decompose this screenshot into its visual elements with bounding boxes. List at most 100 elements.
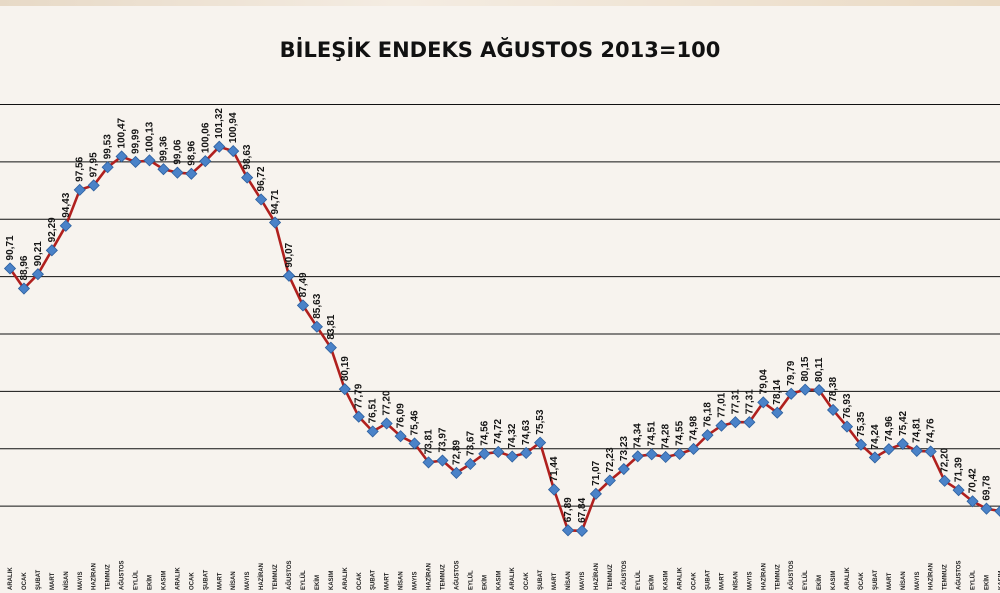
- data-label: 99,99: [131, 129, 142, 154]
- x-tick-label: KASIM: [998, 571, 1000, 590]
- data-label: 90,21: [33, 241, 44, 266]
- grid-lines: [0, 103, 1000, 507]
- data-point: [743, 416, 756, 429]
- x-tick-label: TEMMUZ: [440, 564, 446, 590]
- data-point: [366, 425, 379, 438]
- data-label: 88,96: [19, 255, 30, 280]
- data-point: [520, 446, 533, 460]
- data-point: [45, 244, 58, 257]
- data-label: 85,63: [312, 293, 323, 318]
- x-tick-label: HAZİRAN: [258, 563, 265, 590]
- data-label: 74,28: [661, 424, 672, 449]
- data-point: [59, 219, 72, 232]
- data-label: 75,53: [535, 409, 546, 434]
- data-point: [380, 417, 393, 430]
- x-tick-label: OCAK: [859, 572, 865, 590]
- data-label: 75,46: [410, 410, 421, 435]
- data-point: [771, 406, 784, 419]
- data-point: [589, 487, 602, 500]
- x-tick-label: MART: [552, 572, 558, 590]
- data-point: [101, 161, 114, 174]
- data-label: 71,39: [954, 457, 965, 482]
- data-point: [464, 457, 477, 471]
- data-point: [310, 320, 323, 333]
- data-point: [171, 166, 184, 179]
- data-point: [87, 179, 100, 192]
- x-tick-label: MAYIS: [580, 572, 586, 590]
- x-tick-label: NİSAN: [230, 571, 237, 590]
- data-label: 74,51: [647, 421, 658, 446]
- x-tick-label: EYLÜL: [635, 570, 642, 590]
- x-tick-label: MART: [719, 572, 725, 590]
- data-label: 67,84: [577, 497, 588, 522]
- x-tick-label: KASIM: [329, 571, 335, 590]
- data-label: 72,89: [451, 439, 462, 464]
- data-label: 71,07: [591, 460, 602, 485]
- data-point: [282, 269, 296, 282]
- data-label: 76,18: [703, 402, 714, 427]
- x-tick-label: MART: [385, 572, 391, 590]
- x-tick-label: TEMMUZ: [943, 564, 949, 590]
- x-tick-label: KASIM: [664, 571, 670, 590]
- x-tick-label: ARALIK: [678, 567, 684, 590]
- x-tick-label: NİSAN: [732, 571, 739, 590]
- data-label: 77,01: [716, 392, 727, 417]
- x-tick-label: ARALIK: [510, 567, 516, 590]
- data-point: [673, 447, 686, 460]
- x-tick-label: NİSAN: [900, 571, 907, 590]
- data-point: [631, 450, 644, 463]
- data-point: [617, 462, 630, 476]
- data-point: [603, 474, 616, 487]
- data-label: 75,42: [898, 410, 909, 435]
- data-point: [255, 193, 268, 206]
- data-point: [757, 396, 770, 409]
- x-tick-label: AĞUSTOS: [452, 560, 460, 590]
- series-line: [8, 145, 1000, 533]
- x-tick-label: MART: [887, 572, 893, 590]
- data-point: [882, 443, 895, 456]
- x-tick-label: HAZİRAN: [593, 563, 600, 590]
- data-label: 94,43: [61, 192, 72, 217]
- x-tick-label: ŞUBAT: [873, 569, 879, 590]
- x-tick-label: AĞUSTOS: [285, 560, 293, 590]
- x-tick-label: EKİM: [816, 575, 823, 590]
- x-tick-label: AĞUSTOS: [620, 560, 628, 590]
- data-label: 100,06: [200, 122, 211, 153]
- data-label: 78,38: [828, 376, 839, 401]
- x-tick-label: KASIM: [161, 571, 167, 590]
- data-point: [547, 483, 561, 496]
- x-tick-label: HAZİRAN: [928, 563, 935, 590]
- data-point: [157, 163, 170, 176]
- data-label: 90,71: [5, 235, 16, 260]
- x-tick-label: KASIM: [496, 571, 502, 590]
- data-label: 76,93: [842, 393, 853, 418]
- data-point: [129, 155, 142, 169]
- data-label: 83,81: [326, 314, 337, 339]
- data-point: [73, 183, 86, 196]
- data-label: 92,29: [47, 217, 58, 242]
- data-label: 98,96: [186, 140, 197, 165]
- data-label: 67,89: [563, 497, 574, 522]
- data-point: [799, 383, 812, 396]
- x-tick-label: MAYIS: [413, 572, 419, 590]
- data-label: 78,14: [772, 379, 783, 404]
- data-label: 75,35: [856, 411, 867, 436]
- x-tick-label: NİSAN: [63, 571, 70, 590]
- data-label: 79,79: [786, 360, 797, 385]
- data-point: [840, 420, 854, 433]
- data-label: 72,20: [940, 447, 951, 472]
- data-label: 100,94: [228, 112, 239, 143]
- data-point: [213, 140, 226, 153]
- x-tick-label: OCAK: [692, 572, 698, 590]
- data-label: 80,11: [814, 357, 825, 382]
- data-point: [324, 341, 337, 354]
- x-tick-label: TEMMUZ: [608, 564, 614, 590]
- data-label: 80,15: [800, 356, 811, 381]
- data-label: 69,78: [982, 475, 993, 500]
- data-point: [143, 154, 156, 167]
- data-point: [338, 383, 351, 396]
- x-tick-label: EYLÜL: [970, 570, 977, 590]
